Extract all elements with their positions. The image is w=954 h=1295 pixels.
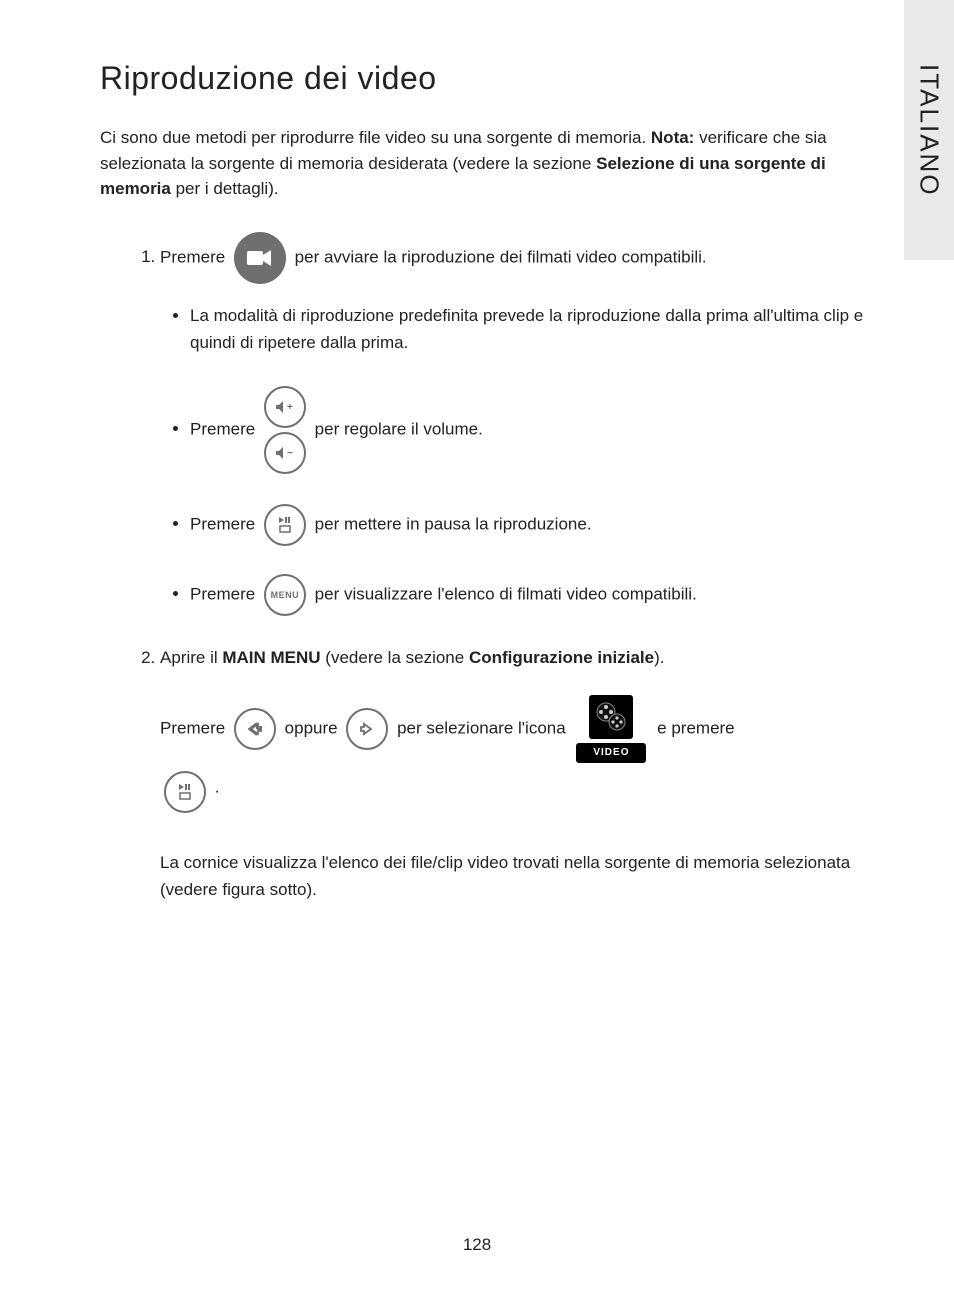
step1-sub-c: Premere per mettere in pausa la riproduz… — [190, 504, 864, 546]
sub-b-post: per regolare il volume. — [315, 419, 483, 438]
step1-premere: Premere — [160, 247, 230, 266]
svg-text:+: + — [287, 402, 293, 413]
step2-t1: Aprire il — [160, 648, 222, 667]
closing-paragraph: La cornice visualizza l'elenco dei file/… — [160, 849, 864, 903]
step1-after: per avviare la riproduzione dei filmati … — [295, 247, 707, 266]
sub-d-post: per visualizzare l'elenco di filmati vid… — [315, 584, 697, 603]
volume-up-icon: + — [264, 386, 306, 428]
step2-bold2: Configurazione iniziale — [469, 648, 654, 667]
sub-d-pre: Premere — [190, 584, 260, 603]
row-per-sel: per selezionare l'icona — [397, 719, 570, 738]
row-oppure: oppure — [285, 719, 343, 738]
sub-b-pre: Premere — [190, 419, 260, 438]
step1-sub-b: Premere + − per regolare il volume. — [190, 384, 864, 476]
film-reel-icon — [589, 695, 633, 739]
svg-text:−: − — [287, 448, 293, 459]
step-2: Aprire il MAIN MENU (vedere la sezione C… — [160, 644, 864, 671]
video-camera-icon — [234, 232, 286, 284]
nota-label: Nota: — [651, 128, 694, 147]
video-icon-label: VIDEO — [576, 743, 646, 763]
manual-page: ITALIANO Riproduzione dei video Ci sono … — [0, 0, 954, 1295]
page-number: 128 — [0, 1235, 954, 1255]
intro-text-3: per i dettagli). — [171, 179, 279, 198]
select-icon-row: Premere oppure per selezionare l'icona V… — [160, 695, 864, 813]
menu-icon-label: MENU — [271, 588, 300, 602]
step1-sub-a: La modalità di riproduzione predefinita … — [190, 302, 864, 356]
language-tab-label: ITALIANO — [914, 64, 945, 197]
step1-sub-d: Premere MENU per visualizzare l'elenco d… — [190, 574, 864, 616]
volume-buttons: + − — [264, 384, 306, 476]
row-premere: Premere — [160, 719, 230, 738]
intro-text-1: Ci sono due metodi per riprodurre file v… — [100, 128, 651, 147]
arrow-right-icon — [346, 708, 388, 750]
play-pause-icon — [264, 504, 306, 546]
sub-c-post: per mettere in pausa la riproduzione. — [315, 514, 592, 533]
step1-sublist: La modalità di riproduzione predefinita … — [190, 302, 864, 616]
page-title: Riproduzione dei video — [100, 60, 864, 97]
language-tab: ITALIANO — [904, 0, 954, 260]
play-pause-icon-2 — [164, 771, 206, 813]
row-e-premere: e premere — [657, 719, 734, 738]
step-1: Premere per avviare la riproduzione dei … — [160, 232, 864, 616]
sub-c-pre: Premere — [190, 514, 260, 533]
row-period: . — [215, 778, 220, 797]
video-menu-icon: VIDEO — [576, 695, 646, 763]
step2-bold1: MAIN MENU — [222, 648, 320, 667]
intro-paragraph: Ci sono due metodi per riprodurre file v… — [100, 125, 840, 202]
arrow-left-icon — [234, 708, 276, 750]
steps-list: Premere per avviare la riproduzione dei … — [160, 232, 864, 672]
menu-icon: MENU — [264, 574, 306, 616]
step2-t3: ). — [654, 648, 664, 667]
step2-t2: (vedere la sezione — [321, 648, 469, 667]
volume-down-icon: − — [264, 432, 306, 474]
